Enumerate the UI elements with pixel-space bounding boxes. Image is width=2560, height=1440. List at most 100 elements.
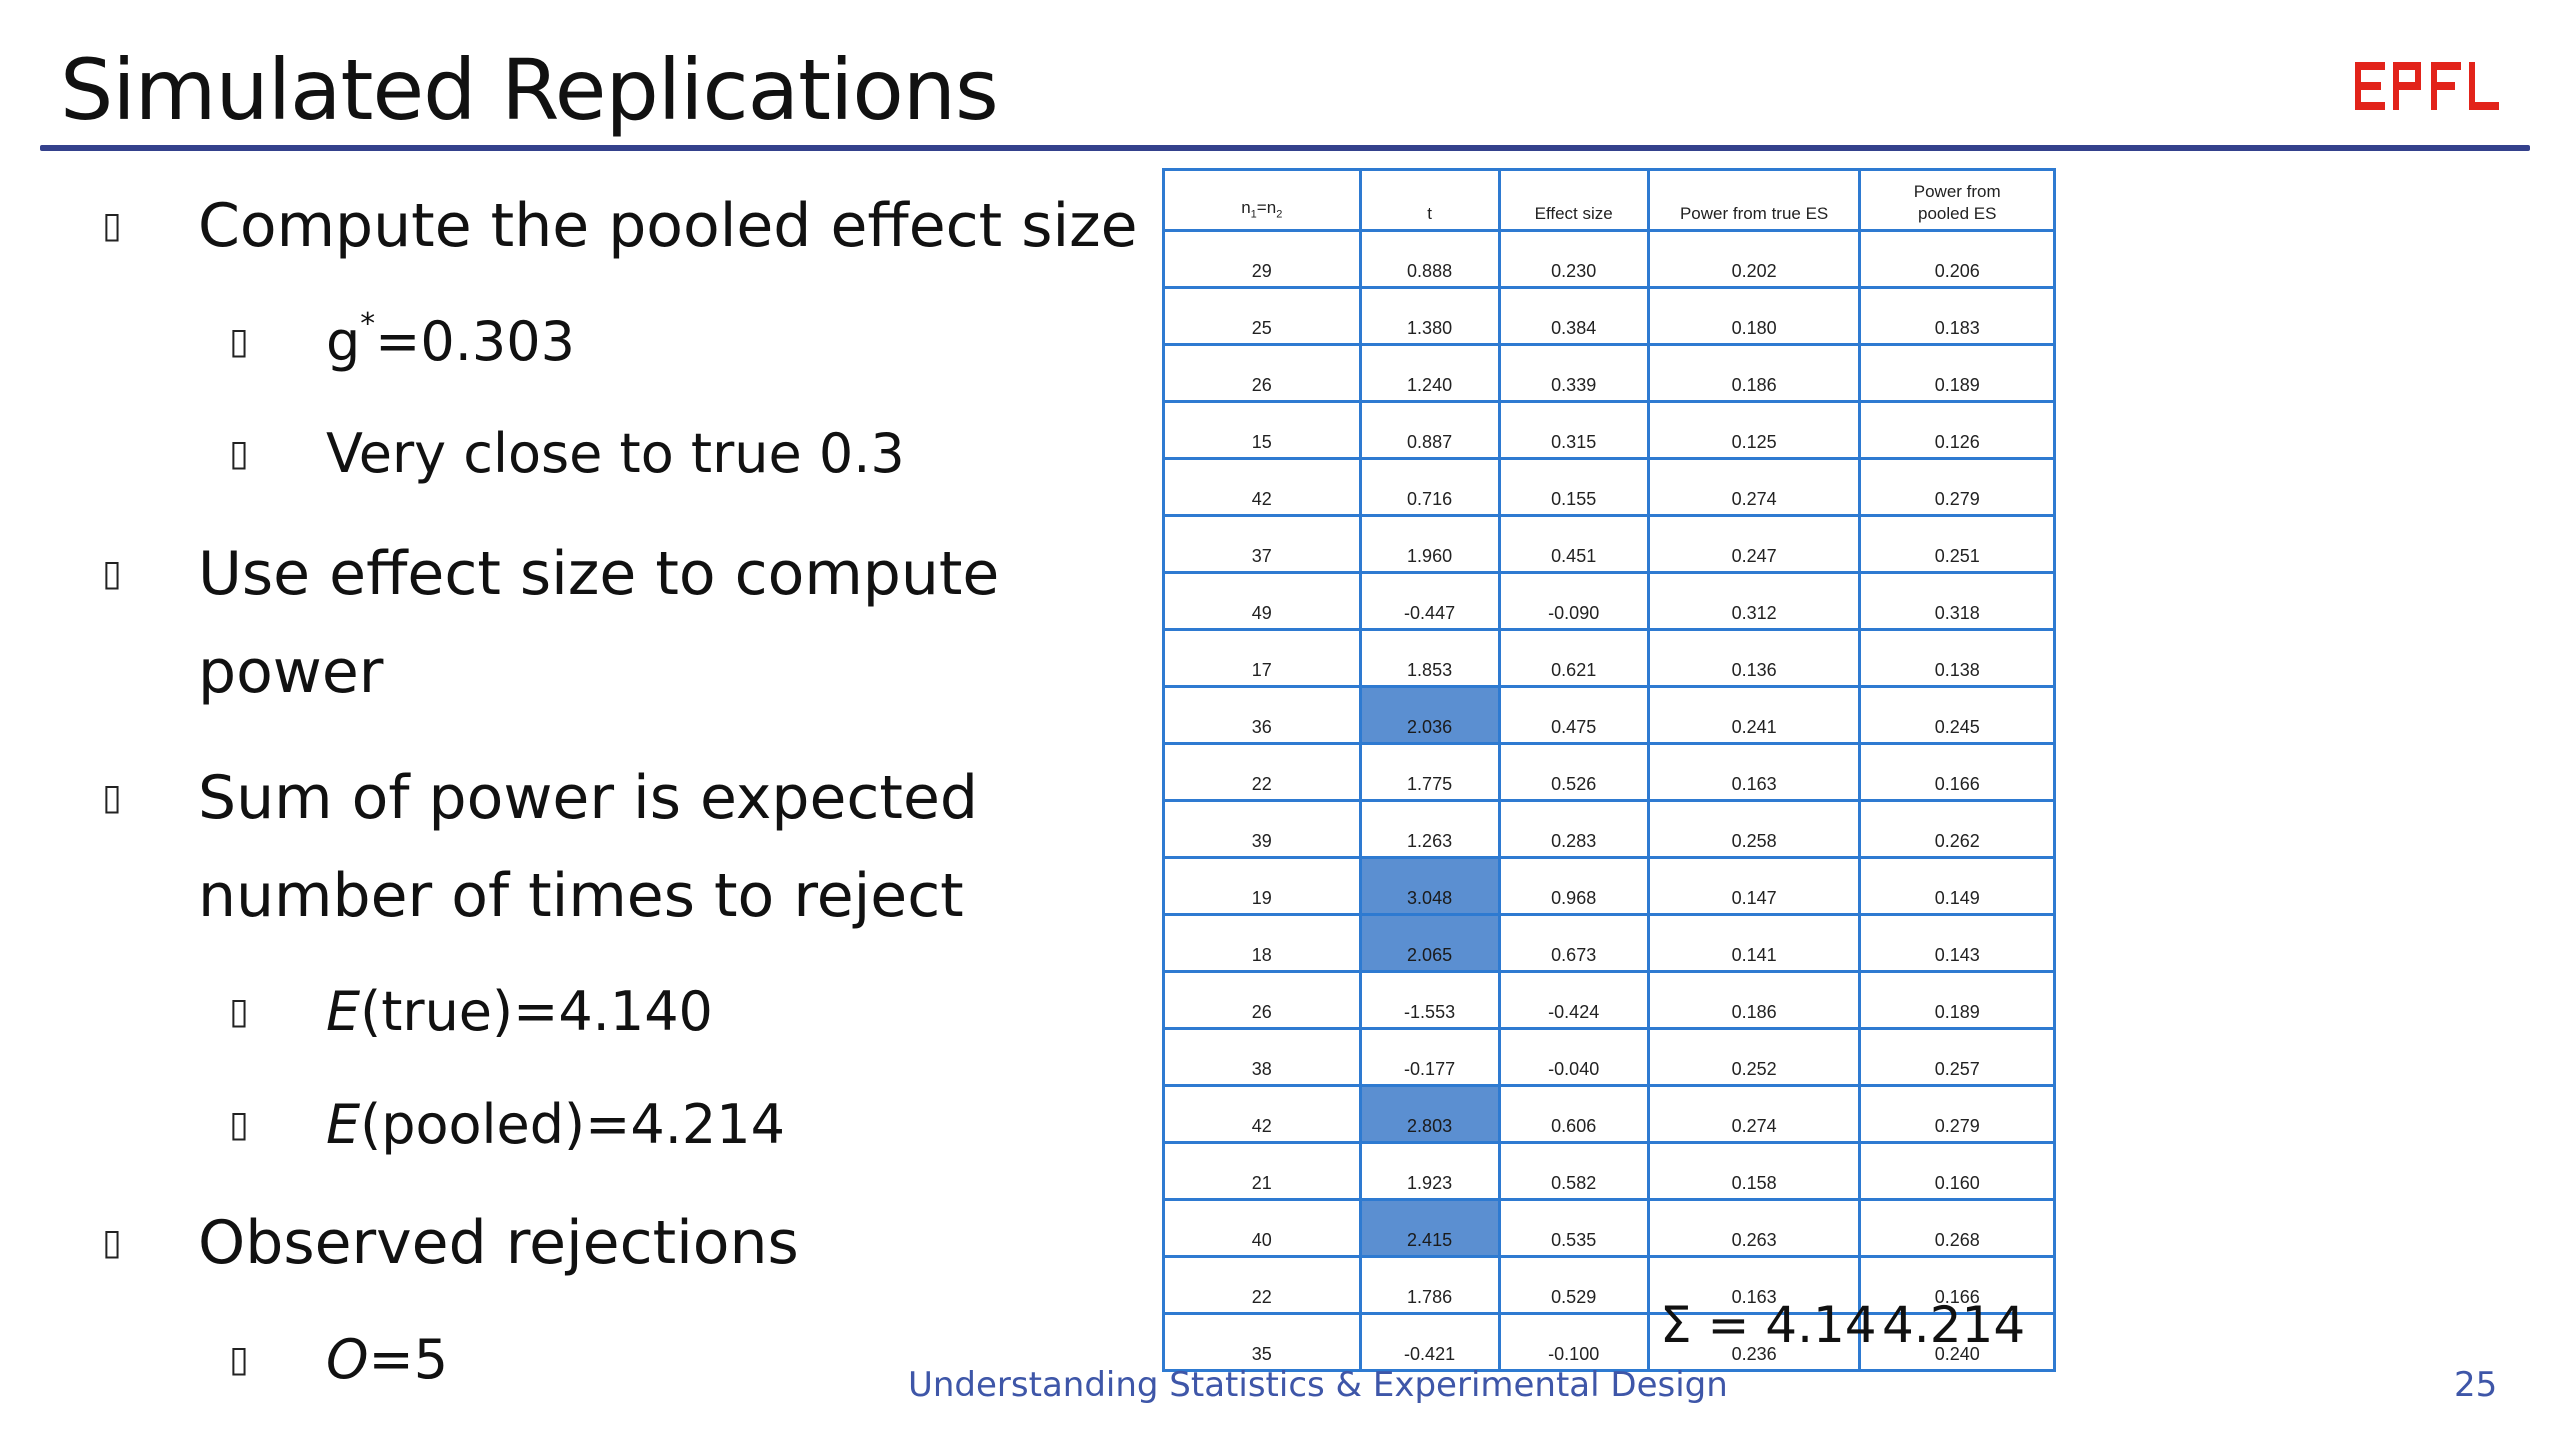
cell-power-true: 0.147	[1646, 856, 1862, 916]
cell-power-true: 0.202	[1646, 229, 1862, 289]
bullet-marker-icon: ▯	[102, 553, 122, 594]
table-row: 38 -0.177 -0.040 0.252 0.257	[1162, 1027, 2056, 1087]
cell-effect-size: 0.155	[1497, 457, 1650, 517]
cell-n: 38	[1162, 1027, 1362, 1087]
cell-t: 0.887	[1358, 400, 1501, 460]
cell-power-true: 0.252	[1646, 1027, 1862, 1087]
table-row: 39 1.263 0.283 0.258 0.262	[1162, 799, 2056, 859]
cell-power-pooled: 0.126	[1858, 400, 2056, 460]
header-power-true: Power from true ES	[1646, 168, 1862, 232]
table-row: 29 0.888 0.230 0.202 0.206	[1162, 229, 2056, 289]
cell-power-pooled: 0.318	[1858, 571, 2056, 631]
table-row: 15 0.887 0.315 0.125 0.126	[1162, 400, 2056, 460]
table-row: 21 1.923 0.582 0.158 0.160	[1162, 1141, 2056, 1201]
cell-power-pooled: 0.240	[1858, 1312, 2056, 1372]
cell-power-true: 0.180	[1646, 286, 1862, 346]
cell-t: -1.553	[1358, 970, 1501, 1030]
table-row: 19 3.048 0.968 0.147 0.149	[1162, 856, 2056, 916]
cell-t: -0.421	[1358, 1312, 1501, 1372]
cell-effect-size: 0.339	[1497, 343, 1650, 403]
cell-t: 2.803	[1358, 1084, 1501, 1144]
cell-power-pooled: 0.268	[1858, 1198, 2056, 1258]
cell-power-pooled: 0.189	[1858, 970, 2056, 1030]
bullet-marker-icon: ▯	[229, 991, 249, 1032]
cell-power-pooled: 0.160	[1858, 1141, 2056, 1201]
cell-power-true: 0.312	[1646, 571, 1862, 631]
cell-n: 49	[1162, 571, 1362, 631]
bullet-marker-icon: ▯	[229, 321, 249, 362]
cell-n: 22	[1162, 742, 1362, 802]
cell-n: 26	[1162, 343, 1362, 403]
table-body: 29 0.888 0.230 0.202 0.206 25 1.380 0.384 0.180 0…	[1162, 229, 2056, 1372]
table-row: 17 1.853 0.621 0.136 0.138	[1162, 628, 2056, 688]
cell-power-pooled: 0.279	[1858, 457, 2056, 517]
cell-effect-size: 0.230	[1497, 229, 1650, 289]
sum-true-label: Σ = 4.14	[1660, 1296, 1877, 1354]
cell-effect-size: 0.529	[1497, 1255, 1650, 1315]
cell-power-true: 0.274	[1646, 457, 1862, 517]
title-underline	[40, 145, 2530, 151]
cell-effect-size: 0.582	[1497, 1141, 1650, 1201]
bullet-marker-icon: ▯	[229, 1104, 249, 1145]
table-row: 42 2.803 0.606 0.274 0.279	[1162, 1084, 2056, 1144]
cell-effect-size: 0.968	[1497, 856, 1650, 916]
cell-n: 17	[1162, 628, 1362, 688]
cell-t: 2.065	[1358, 913, 1501, 973]
cell-t: 1.853	[1358, 628, 1501, 688]
table-row: 22 1.775 0.526 0.163 0.166	[1162, 742, 2056, 802]
header-n: n1=n2	[1162, 168, 1362, 232]
cell-effect-size: 0.451	[1497, 514, 1650, 574]
cell-t: 1.380	[1358, 286, 1501, 346]
table-row: 26 1.240 0.339 0.186 0.189	[1162, 343, 2056, 403]
cell-power-true: 0.247	[1646, 514, 1862, 574]
cell-power-true: 0.236	[1646, 1312, 1862, 1372]
table-row: 22 1.786 0.529 0.163 0.166	[1162, 1255, 2056, 1315]
cell-n: 39	[1162, 799, 1362, 859]
cell-effect-size: 0.283	[1497, 799, 1650, 859]
cell-power-pooled: 0.206	[1858, 229, 2056, 289]
cell-power-true: 0.163	[1646, 742, 1862, 802]
cell-t: -0.447	[1358, 571, 1501, 631]
bullet-marker-icon: ▯	[102, 205, 122, 246]
cell-effect-size: 0.673	[1497, 913, 1650, 973]
cell-effect-size: 0.606	[1497, 1084, 1650, 1144]
cell-t: 2.036	[1358, 685, 1501, 745]
header-t: t	[1358, 168, 1501, 232]
header-effect-size: Effect size	[1497, 168, 1650, 232]
cell-power-pooled: 0.149	[1858, 856, 2056, 916]
cell-power-pooled: 0.143	[1858, 913, 2056, 973]
cell-power-pooled: 0.279	[1858, 1084, 2056, 1144]
cell-n: 25	[1162, 286, 1362, 346]
cell-power-pooled: 0.251	[1858, 514, 2056, 574]
cell-power-true: 0.141	[1646, 913, 1862, 973]
cell-power-pooled: 0.245	[1858, 685, 2056, 745]
cell-effect-size: -0.090	[1497, 571, 1650, 631]
table-row: 36 2.036 0.475 0.241 0.245	[1162, 685, 2056, 745]
cell-power-pooled: 0.166	[1858, 742, 2056, 802]
cell-power-true: 0.136	[1646, 628, 1862, 688]
cell-power-pooled: 0.257	[1858, 1027, 2056, 1087]
cell-t: 1.263	[1358, 799, 1501, 859]
cell-power-pooled: 0.262	[1858, 799, 2056, 859]
cell-power-true: 0.241	[1646, 685, 1862, 745]
cell-power-true: 0.258	[1646, 799, 1862, 859]
header-power-pooled: Power from pooled ES	[1858, 168, 2056, 232]
replications-table: n1=n2 t Effect size Power from true ES P…	[1162, 168, 2056, 1372]
bullet-list: ▯ Compute the pooled effect size ▯ g*=0.…	[0, 0, 1138, 1440]
bullet-marker-icon: ▯	[229, 1339, 249, 1380]
table-row: 35 -0.421 -0.100 0.236 0.240	[1162, 1312, 2056, 1372]
cell-effect-size: -0.100	[1497, 1312, 1650, 1372]
bullet-marker-icon: ▯	[102, 777, 122, 818]
cell-t: 1.923	[1358, 1141, 1501, 1201]
cell-effect-size: 0.526	[1497, 742, 1650, 802]
bullet-marker-icon: ▯	[229, 433, 249, 474]
cell-power-true: 0.163	[1646, 1255, 1862, 1315]
cell-t: 1.240	[1358, 343, 1501, 403]
cell-effect-size: -0.424	[1497, 970, 1650, 1030]
cell-n: 19	[1162, 856, 1362, 916]
cell-effect-size: 0.621	[1497, 628, 1650, 688]
cell-power-true: 0.186	[1646, 343, 1862, 403]
cell-effect-size: 0.475	[1497, 685, 1650, 745]
table-row: 18 2.065 0.673 0.141 0.143	[1162, 913, 2056, 973]
